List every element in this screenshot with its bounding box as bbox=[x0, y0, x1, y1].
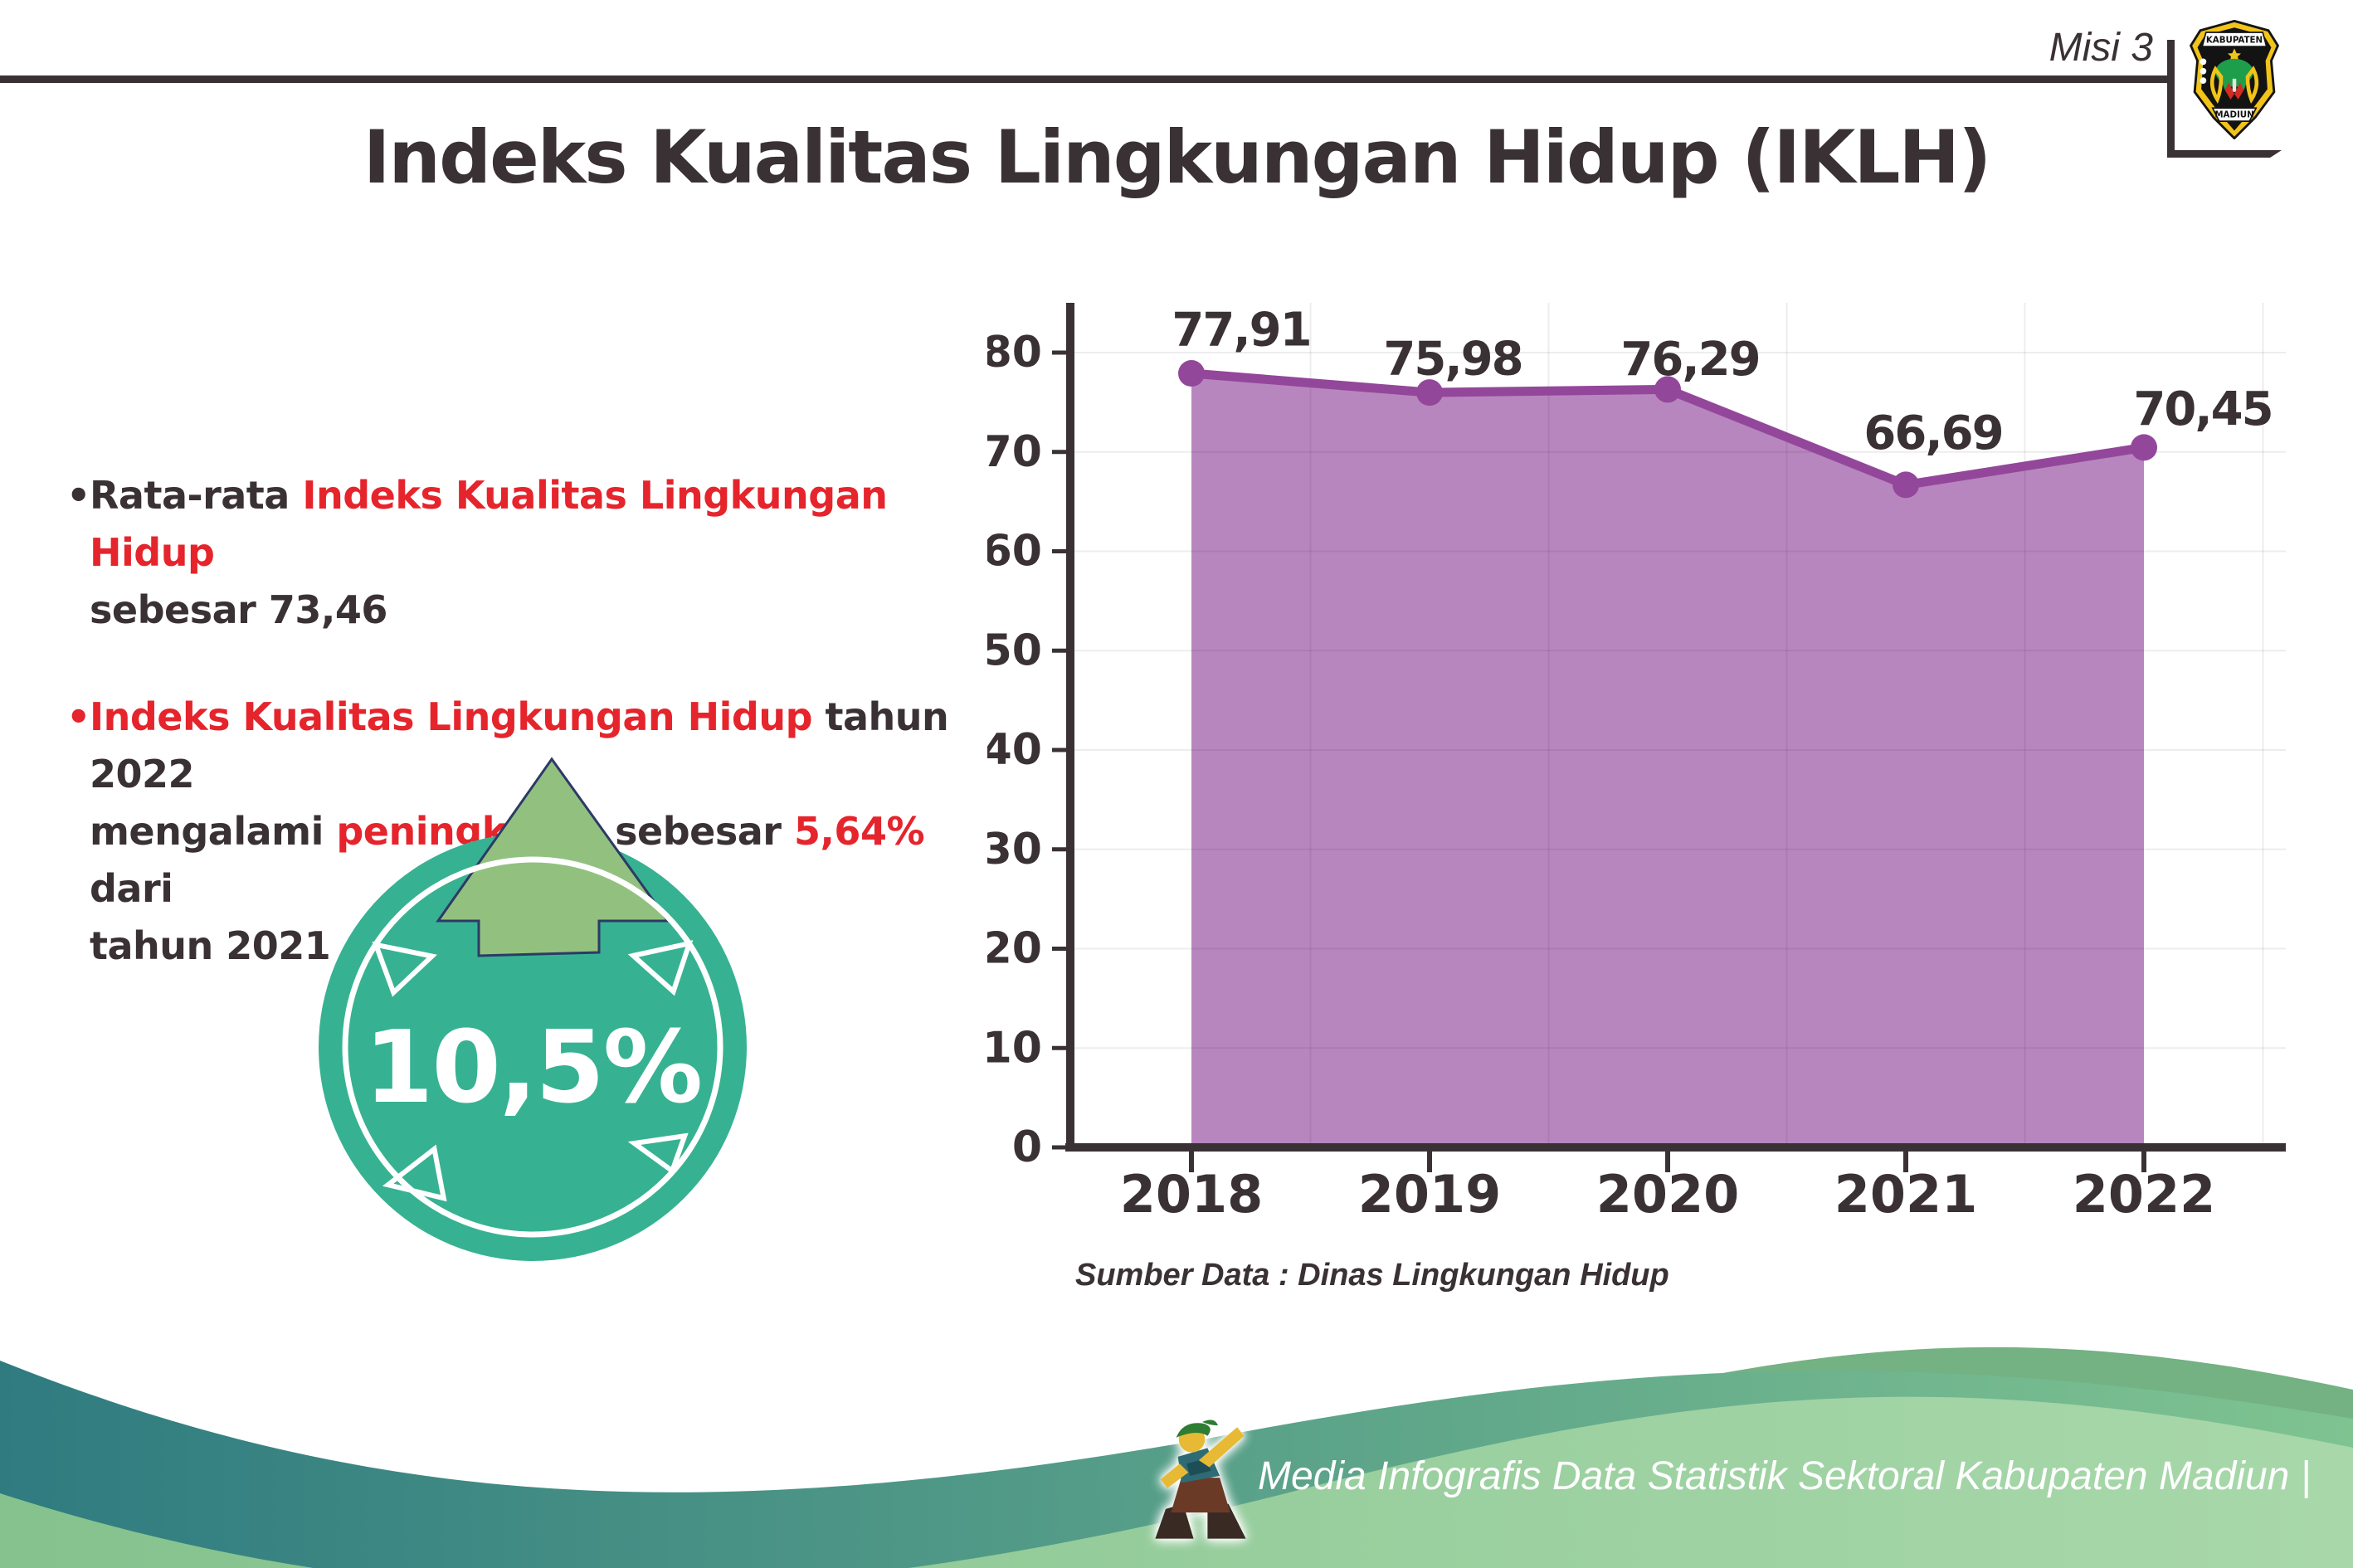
logo-left-wing bbox=[2209, 66, 2224, 104]
x-tick-label: 2020 bbox=[1596, 1164, 1740, 1225]
bullet2-text3: sebesar bbox=[602, 809, 794, 854]
header-rule bbox=[0, 75, 2172, 83]
up-arrow-icon bbox=[436, 757, 670, 957]
logo-top-text: KABUPATEN bbox=[2206, 36, 2263, 46]
x-tick-label: 2021 bbox=[1834, 1164, 1978, 1225]
footer-credit: Media Infografis Data Statistik Sektoral… bbox=[1258, 1454, 2312, 1498]
logo-bottom-text: MADIUN bbox=[2214, 110, 2253, 120]
data-label: 75,98 bbox=[1383, 333, 1522, 387]
y-tick-label: 20 bbox=[987, 924, 1042, 974]
logo-red-left bbox=[2224, 82, 2234, 100]
statistics-mascot-icon bbox=[1155, 1419, 1246, 1539]
data-point bbox=[1654, 376, 1681, 403]
footer-waves bbox=[0, 1346, 2353, 1568]
logo-right-wing bbox=[2245, 66, 2259, 104]
bullet2-highlight1: Indeks Kualitas Lingkungan Hidup bbox=[90, 694, 813, 739]
misi-label: Misi 3 bbox=[2049, 26, 2153, 70]
bullet2-line3: tahun 2021 bbox=[90, 923, 331, 968]
data-point bbox=[1178, 360, 1205, 387]
logo-top-ribbon bbox=[2201, 32, 2268, 47]
bullet-dot: • bbox=[66, 473, 90, 518]
bullet-average-iklh: • Rata-rata Indeks Kualitas Lingkungan Hi… bbox=[66, 467, 979, 639]
data-point bbox=[2131, 434, 2157, 461]
y-tick-label: 0 bbox=[1012, 1122, 1042, 1172]
kabupaten-madiun-logo: KABUPATEN MADIUN bbox=[2189, 20, 2280, 139]
data-label: 76,29 bbox=[1620, 333, 1759, 387]
logo-frame-vertical bbox=[2167, 40, 2175, 158]
logo-star-icon bbox=[2228, 48, 2241, 61]
bullet1-text: Rata-rata bbox=[90, 473, 303, 518]
area-fill bbox=[1191, 373, 2144, 1148]
page-title: Indeks Kualitas Lingkungan Hidup (IKLH) bbox=[363, 114, 1992, 200]
bullet2-highlight3: 5,64% bbox=[793, 809, 925, 854]
bullet1-highlight: Indeks Kualitas Lingkungan Hidup bbox=[90, 473, 888, 575]
data-point bbox=[1416, 379, 1443, 407]
bullet1-line2: sebesar 73,46 bbox=[90, 587, 387, 632]
increase-badge bbox=[319, 757, 747, 1261]
bullet2-text1: tahun 2022 bbox=[90, 694, 949, 796]
y-tick-label: 30 bbox=[987, 825, 1042, 874]
y-tick-label: 50 bbox=[987, 626, 1042, 675]
data-label: 66,69 bbox=[1863, 407, 2002, 460]
x-tick-label: 2022 bbox=[2073, 1164, 2216, 1225]
logo-frame-horizontal bbox=[2167, 150, 2282, 158]
bullet-dot: • bbox=[66, 694, 90, 739]
y-tick-label: 60 bbox=[987, 527, 1042, 577]
y-tick-label: 40 bbox=[987, 725, 1042, 775]
badge-sparkles bbox=[372, 940, 694, 1202]
x-tick-label: 2019 bbox=[1358, 1164, 1502, 1225]
y-tick-label: 80 bbox=[987, 328, 1042, 377]
bullet2-text2: mengalami bbox=[90, 809, 337, 854]
logo-tree-trunk bbox=[2232, 78, 2237, 92]
x-tick-label: 2018 bbox=[1120, 1164, 1264, 1225]
data-source-note: Sumber Data : Dinas Lingkungan Hidup bbox=[1075, 1258, 1669, 1293]
badge-ring bbox=[342, 856, 723, 1238]
y-tick-label: 70 bbox=[987, 427, 1042, 477]
data-label: 77,91 bbox=[1172, 304, 1310, 358]
iklh-area-chart: 0 10 20 30 40 50 60 70 80 2018 2019 2020 2021 2022 77,… bbox=[987, 303, 2286, 1225]
bullet2-text4: dari bbox=[90, 866, 173, 911]
data-label: 70,45 bbox=[2133, 382, 2272, 436]
logo-dot-2 bbox=[2200, 67, 2207, 75]
logo-dot-1 bbox=[2200, 58, 2207, 66]
data-point bbox=[1893, 471, 1919, 499]
increase-percentage: 10,5% bbox=[363, 1010, 703, 1126]
footer-wave-front bbox=[0, 1396, 2353, 1568]
logo-dot-3 bbox=[2200, 77, 2207, 85]
logo-bottom-ribbon bbox=[2211, 107, 2258, 123]
logo-red-right bbox=[2234, 82, 2244, 100]
y-tick-label: 10 bbox=[987, 1023, 1042, 1073]
